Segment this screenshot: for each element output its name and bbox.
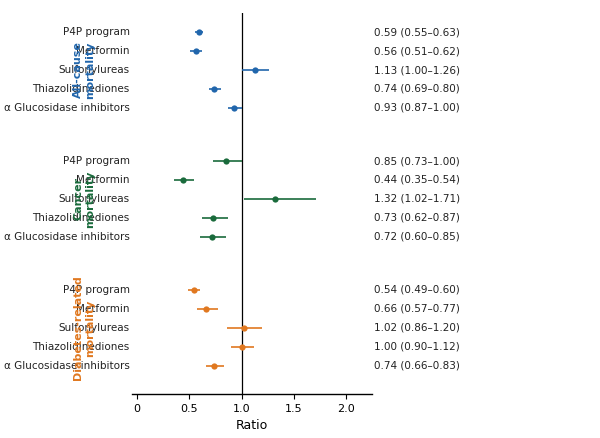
Text: 1.32 (1.02–1.71): 1.32 (1.02–1.71) [374, 194, 461, 204]
Text: Sulfonylureas: Sulfonylureas [58, 65, 130, 75]
Text: P4P program: P4P program [62, 156, 130, 166]
Text: 0.73 (0.62–0.87): 0.73 (0.62–0.87) [374, 213, 460, 223]
Text: 0.56 (0.51–0.62): 0.56 (0.51–0.62) [374, 46, 460, 56]
Text: 0.74 (0.69–0.80): 0.74 (0.69–0.80) [374, 84, 460, 94]
Text: Thiazolidinediones: Thiazolidinediones [32, 342, 130, 352]
Text: Metformin: Metformin [76, 46, 130, 56]
Text: α Glucosidase inhibitors: α Glucosidase inhibitors [4, 361, 130, 371]
Text: All-cause
mortality: All-cause mortality [73, 41, 95, 99]
Text: α Glucosidase inhibitors: α Glucosidase inhibitors [4, 232, 130, 242]
X-axis label: Ratio: Ratio [236, 420, 268, 432]
Text: 1.02 (0.86–1.20): 1.02 (0.86–1.20) [374, 323, 460, 333]
Text: 1.13 (1.00–1.26): 1.13 (1.00–1.26) [374, 65, 460, 75]
Text: Metformin: Metformin [76, 304, 130, 314]
Text: 0.72 (0.60–0.85): 0.72 (0.60–0.85) [374, 232, 460, 242]
Text: 1.00 (0.90–1.12): 1.00 (0.90–1.12) [374, 342, 460, 352]
Text: α Glucosidase inhibitors: α Glucosidase inhibitors [4, 103, 130, 113]
Text: 0.59 (0.55–0.63): 0.59 (0.55–0.63) [374, 27, 460, 37]
Text: Sulfonylureas: Sulfonylureas [58, 194, 130, 204]
Text: Diabetes-related
mortality: Diabetes-related mortality [73, 276, 95, 380]
Text: 0.54 (0.49–0.60): 0.54 (0.49–0.60) [374, 285, 460, 295]
Text: P4P program: P4P program [62, 27, 130, 37]
Text: Thiazolidinediones: Thiazolidinediones [32, 213, 130, 223]
Text: 0.74 (0.66–0.83): 0.74 (0.66–0.83) [374, 361, 460, 371]
Text: 0.93 (0.87–1.00): 0.93 (0.87–1.00) [374, 103, 460, 113]
Text: P4P program: P4P program [62, 285, 130, 295]
Text: Cancer
mortality: Cancer mortality [73, 170, 95, 228]
Text: Thiazolidinediones: Thiazolidinediones [32, 84, 130, 94]
Text: Sulfonylureas: Sulfonylureas [58, 323, 130, 333]
Text: 0.66 (0.57–0.77): 0.66 (0.57–0.77) [374, 304, 460, 314]
Text: 0.85 (0.73–1.00): 0.85 (0.73–1.00) [374, 156, 460, 166]
Text: 0.44 (0.35–0.54): 0.44 (0.35–0.54) [374, 175, 460, 185]
Text: Metformin: Metformin [76, 175, 130, 185]
